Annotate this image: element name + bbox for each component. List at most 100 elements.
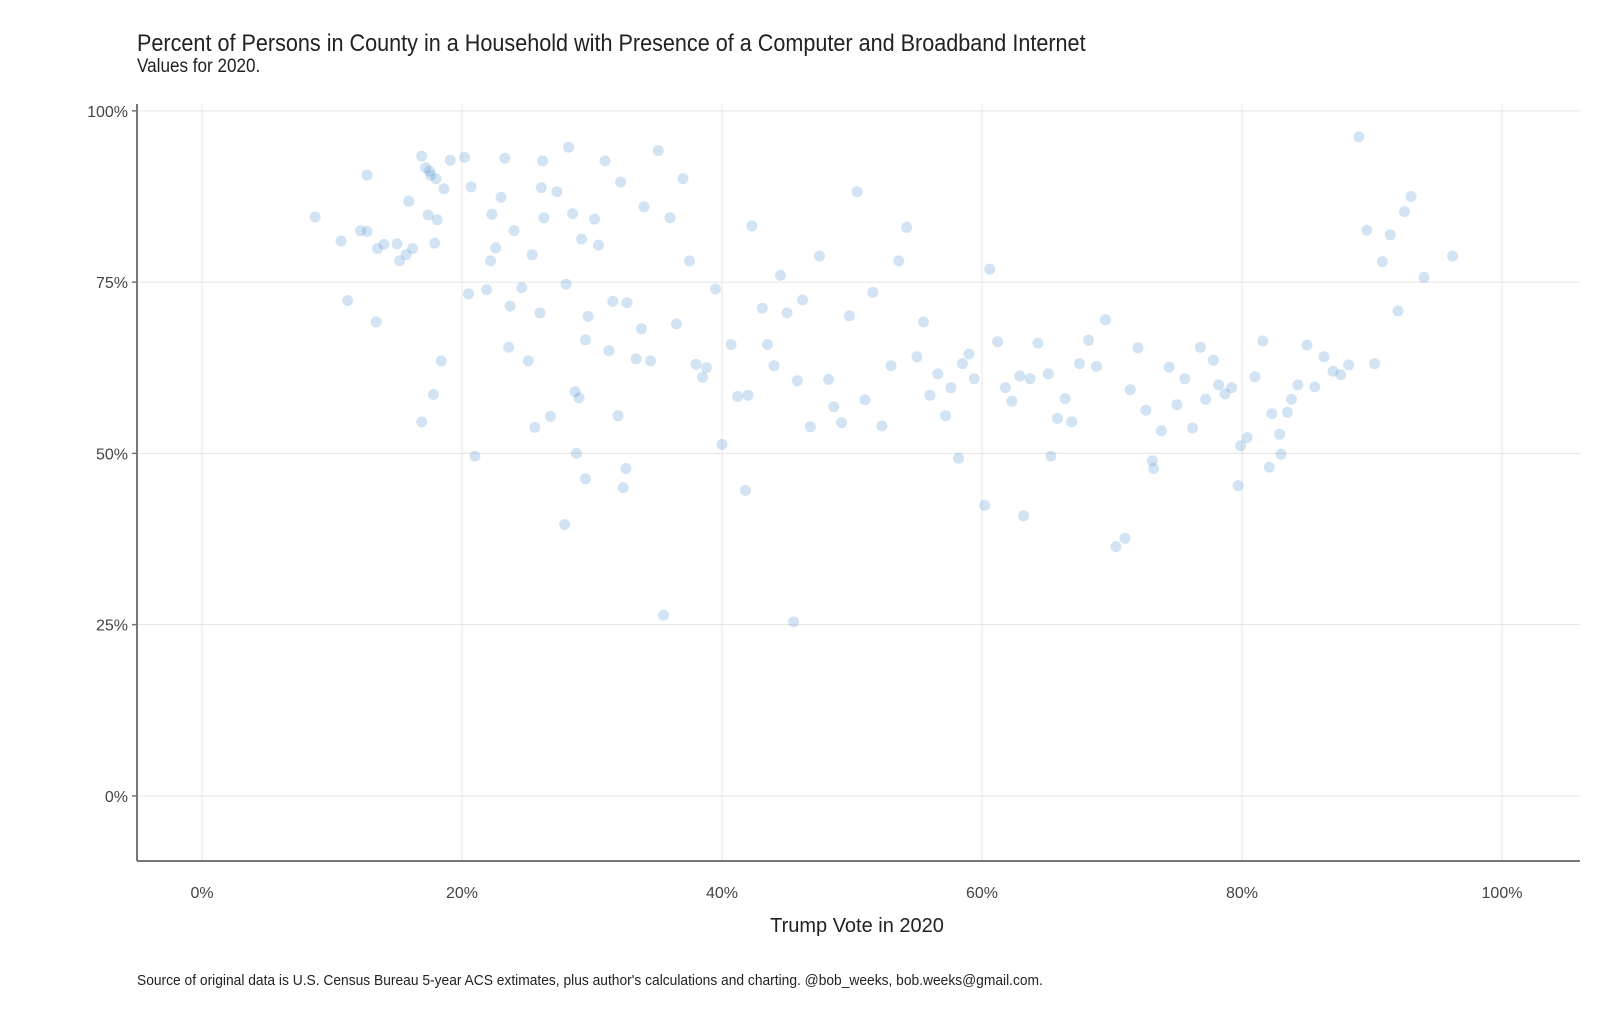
data-point bbox=[1376, 256, 1388, 268]
data-point bbox=[1090, 360, 1102, 372]
data-point bbox=[732, 391, 744, 402]
data-point bbox=[615, 176, 627, 188]
data-point bbox=[1187, 422, 1199, 434]
data-point bbox=[677, 173, 689, 185]
data-point bbox=[560, 278, 572, 290]
data-point bbox=[963, 348, 975, 360]
data-point bbox=[690, 358, 702, 370]
x-tick-label: 0% bbox=[190, 885, 213, 902]
data-point bbox=[576, 233, 588, 245]
data-point bbox=[1140, 404, 1152, 416]
data-point bbox=[1018, 510, 1030, 522]
data-point bbox=[503, 341, 515, 353]
data-point bbox=[529, 421, 541, 433]
data-point bbox=[940, 410, 952, 422]
data-point bbox=[1066, 416, 1078, 428]
data-point bbox=[1179, 373, 1191, 385]
data-point bbox=[658, 609, 669, 621]
data-point bbox=[504, 300, 516, 312]
data-point bbox=[1226, 382, 1238, 394]
data-point bbox=[1074, 358, 1085, 370]
data-point bbox=[836, 417, 848, 429]
data-point bbox=[1200, 393, 1212, 405]
data-point bbox=[1309, 381, 1321, 393]
x-tick-label: 40% bbox=[706, 885, 738, 902]
data-point bbox=[814, 250, 825, 262]
data-points bbox=[309, 131, 1459, 628]
data-point bbox=[768, 360, 780, 372]
data-point bbox=[459, 151, 471, 163]
data-point bbox=[551, 186, 563, 198]
data-point bbox=[1051, 412, 1063, 424]
data-point bbox=[1024, 373, 1036, 385]
data-point bbox=[429, 237, 441, 249]
data-point bbox=[394, 255, 406, 267]
y-tick-label: 0% bbox=[105, 789, 128, 806]
data-point bbox=[775, 269, 786, 281]
data-point bbox=[425, 169, 437, 181]
data-point bbox=[1318, 351, 1330, 363]
data-point bbox=[984, 263, 996, 275]
data-point bbox=[1369, 358, 1381, 370]
data-point bbox=[1335, 369, 1347, 381]
data-point bbox=[1285, 393, 1297, 405]
data-point bbox=[1263, 461, 1275, 473]
data-point bbox=[508, 225, 520, 237]
data-point bbox=[438, 183, 450, 195]
data-point bbox=[1124, 384, 1136, 396]
data-point bbox=[979, 499, 991, 511]
data-point bbox=[485, 255, 497, 267]
data-point bbox=[361, 225, 373, 237]
data-point bbox=[403, 195, 415, 207]
data-point bbox=[828, 401, 840, 413]
data-point bbox=[893, 255, 905, 267]
data-point bbox=[563, 141, 575, 153]
data-point bbox=[1014, 370, 1026, 382]
data-point bbox=[804, 421, 816, 433]
data-point bbox=[1405, 191, 1417, 202]
data-point bbox=[486, 208, 498, 220]
data-point bbox=[559, 519, 571, 531]
data-point bbox=[867, 286, 879, 298]
y-tick-label: 75% bbox=[96, 275, 128, 292]
data-point bbox=[427, 389, 439, 400]
data-point bbox=[569, 386, 581, 398]
data-point bbox=[1110, 541, 1122, 553]
data-point bbox=[309, 211, 321, 223]
x-axis-title: Trump Vote in 2020 bbox=[770, 915, 944, 937]
data-point bbox=[953, 452, 965, 464]
data-point bbox=[1392, 305, 1404, 317]
data-point bbox=[1241, 432, 1253, 444]
data-point bbox=[430, 173, 442, 185]
data-point bbox=[1257, 335, 1269, 347]
data-point bbox=[431, 214, 443, 226]
data-point bbox=[1219, 388, 1231, 400]
data-point bbox=[607, 295, 619, 307]
data-point bbox=[1353, 131, 1365, 143]
data-point bbox=[742, 389, 754, 401]
data-point bbox=[1042, 368, 1054, 380]
data-point bbox=[1171, 399, 1183, 411]
data-point bbox=[664, 212, 676, 224]
data-point bbox=[1282, 406, 1293, 418]
data-point bbox=[516, 282, 528, 294]
data-point bbox=[1384, 229, 1396, 241]
data-point bbox=[746, 220, 758, 232]
data-point bbox=[580, 334, 591, 346]
data-point bbox=[1292, 379, 1304, 391]
data-point bbox=[435, 355, 447, 367]
data-point bbox=[361, 169, 373, 181]
data-point bbox=[582, 310, 594, 322]
chart-subtitle: Values for 2020. bbox=[137, 56, 261, 77]
data-point bbox=[756, 302, 768, 314]
data-point bbox=[843, 310, 855, 322]
data-point bbox=[1327, 365, 1339, 377]
data-point bbox=[620, 463, 632, 474]
data-point bbox=[885, 360, 897, 372]
data-point bbox=[1163, 361, 1175, 373]
data-point bbox=[495, 191, 507, 203]
data-point bbox=[621, 297, 633, 309]
data-point bbox=[932, 368, 944, 380]
data-point bbox=[1132, 342, 1144, 354]
data-point bbox=[924, 389, 936, 401]
